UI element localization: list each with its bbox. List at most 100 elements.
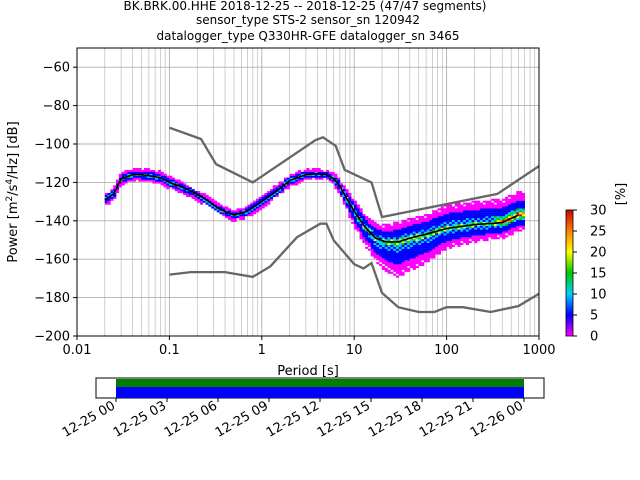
heatmap-cell bbox=[412, 256, 416, 259]
heatmap-cell bbox=[418, 229, 422, 232]
heatmap-cell bbox=[393, 221, 397, 224]
heatmap-cell bbox=[519, 191, 523, 194]
heatmap-cell bbox=[482, 216, 486, 219]
heatmap-cell bbox=[437, 214, 442, 217]
heatmap-cell bbox=[239, 210, 243, 213]
heatmap-cell bbox=[426, 240, 430, 244]
heatmap-cell bbox=[474, 216, 478, 219]
heatmap-cell bbox=[468, 212, 472, 215]
heatmap-cell bbox=[521, 210, 525, 213]
heatmap-cell bbox=[412, 246, 416, 249]
heatmap-cell bbox=[230, 219, 234, 222]
heatmap-cell bbox=[404, 242, 408, 245]
heatmap-cell bbox=[185, 191, 190, 194]
heatmap-cell bbox=[471, 219, 475, 222]
heatmap-cell bbox=[412, 264, 416, 267]
heatmap-cell bbox=[387, 248, 391, 251]
heatmap-cell bbox=[163, 173, 167, 176]
heatmap-cell bbox=[395, 256, 400, 259]
heatmap-cell bbox=[244, 206, 248, 209]
heatmap-cell bbox=[409, 239, 414, 242]
heatmap-cell bbox=[379, 254, 383, 257]
heatmap-cell bbox=[387, 252, 391, 255]
heatmap-cell bbox=[146, 169, 150, 173]
heatmap-cell bbox=[443, 210, 447, 213]
heatmap-cell bbox=[485, 219, 489, 222]
heatmap-cell bbox=[395, 252, 400, 255]
y-tick-label: −180 bbox=[34, 291, 70, 306]
heatmap-cell bbox=[300, 177, 304, 180]
heatmap-cell bbox=[384, 225, 388, 228]
heatmap-cell bbox=[418, 250, 422, 253]
heatmap-cell bbox=[479, 206, 483, 209]
heatmap-cell bbox=[516, 208, 520, 211]
heatmap-cell bbox=[418, 258, 422, 261]
heatmap-cell bbox=[373, 229, 377, 232]
heatmap-cell bbox=[163, 183, 167, 186]
heatmap-cell bbox=[435, 214, 439, 217]
heatmap-cell bbox=[493, 231, 497, 234]
heatmap-cell bbox=[507, 214, 511, 217]
heatmap-cell bbox=[493, 227, 497, 230]
heatmap-cell bbox=[415, 256, 419, 259]
heatmap-cell bbox=[449, 244, 453, 247]
heatmap-cell bbox=[496, 237, 500, 240]
heatmap-cell bbox=[519, 219, 523, 222]
heatmap-cell bbox=[342, 187, 346, 190]
heatmap-cell bbox=[404, 237, 408, 240]
heatmap-cell bbox=[418, 217, 422, 221]
heatmap-cell bbox=[387, 233, 391, 236]
heatmap-cell bbox=[426, 225, 430, 228]
heatmap-cell bbox=[219, 206, 223, 209]
heatmap-cell bbox=[463, 208, 467, 211]
heatmap-cell bbox=[124, 181, 128, 184]
heatmap-cell bbox=[393, 262, 397, 265]
heatmap-cell bbox=[107, 192, 111, 196]
heatmap-cell bbox=[437, 225, 442, 228]
heatmap-cell bbox=[278, 183, 282, 186]
heatmap-cell bbox=[351, 202, 355, 205]
heatmap-cell bbox=[407, 262, 411, 265]
heatmap-cell bbox=[502, 216, 506, 219]
heatmap-cell bbox=[370, 231, 374, 234]
heatmap-cell bbox=[435, 212, 439, 215]
heatmap-cell bbox=[463, 212, 467, 215]
heatmap-cell bbox=[474, 204, 478, 207]
heatmap-cell bbox=[429, 248, 433, 251]
heatmap-cell bbox=[384, 229, 388, 232]
heatmap-cell bbox=[395, 233, 400, 236]
heatmap-cell bbox=[429, 254, 433, 257]
heatmap-cell bbox=[460, 231, 464, 234]
heatmap-cell bbox=[440, 221, 444, 224]
heatmap-cell bbox=[468, 206, 472, 209]
heatmap-cell bbox=[513, 206, 517, 209]
heatmap-cell bbox=[300, 171, 304, 174]
heatmap-cell bbox=[477, 221, 481, 224]
heatmap-cell bbox=[398, 256, 402, 259]
heatmap-cell bbox=[437, 221, 442, 224]
heatmap-cell bbox=[407, 248, 411, 251]
heatmap-cell bbox=[432, 244, 436, 247]
heatmap-cell bbox=[485, 210, 489, 213]
heatmap-cell bbox=[502, 204, 506, 207]
heatmap-cell bbox=[359, 212, 363, 215]
heatmap-cell bbox=[353, 221, 358, 224]
heatmap-cell bbox=[124, 171, 128, 174]
heatmap-cell bbox=[493, 206, 497, 209]
x-axis-label: Period [s] bbox=[277, 364, 339, 379]
heatmap-cell bbox=[295, 181, 299, 184]
heatmap-cell bbox=[454, 231, 458, 234]
heatmap-cell bbox=[381, 231, 386, 234]
heatmap-cell bbox=[404, 244, 408, 247]
heatmap-cell bbox=[309, 169, 313, 173]
heatmap-cell bbox=[373, 242, 377, 245]
heatmap-cell bbox=[471, 229, 475, 232]
heatmap-cell bbox=[250, 214, 254, 217]
heatmap-cell bbox=[258, 206, 262, 209]
heatmap-cell bbox=[505, 227, 509, 230]
heatmap-cell bbox=[208, 204, 212, 207]
heatmap-cell bbox=[124, 173, 128, 176]
heatmap-cell bbox=[432, 229, 436, 232]
